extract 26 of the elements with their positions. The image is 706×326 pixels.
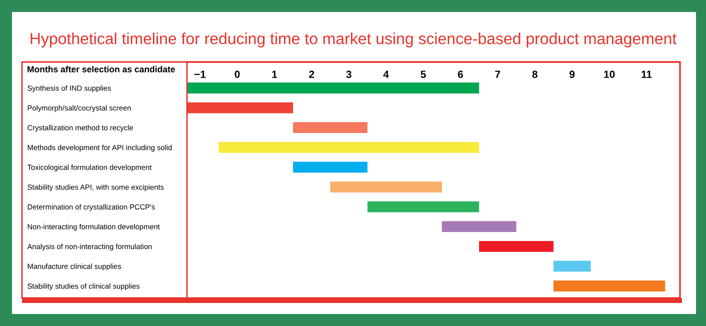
bar — [218, 142, 480, 153]
x-axis-title: Months after selection as candidate — [28, 66, 176, 72]
bar — [367, 201, 480, 212]
x-tick-label: 7 — [495, 70, 500, 78]
x-tick-label: 2 — [309, 70, 314, 78]
x-tick-label: −1 — [194, 70, 206, 78]
x-tick-label: 6 — [458, 70, 463, 78]
bar — [187, 82, 480, 94]
x-tick-label: 4 — [383, 70, 389, 78]
bar — [479, 240, 554, 252]
bar — [330, 182, 442, 192]
x-tick-label: 1 — [272, 70, 278, 78]
bar — [553, 280, 666, 292]
x-tick-label: 10 — [604, 70, 615, 78]
chart-title: Hypothetical timeline for reducing time to market using science-based product management — [30, 32, 677, 48]
bar — [442, 221, 516, 232]
x-tick-label: 0 — [234, 70, 240, 78]
bar — [293, 162, 368, 173]
x-tick-label: 3 — [346, 70, 352, 78]
x-tick-label: 11 — [642, 70, 652, 78]
x-tick-label: 9 — [570, 70, 575, 78]
x-tick-label: 5 — [420, 70, 426, 78]
bar — [553, 260, 591, 272]
bar — [293, 122, 368, 134]
x-tick-label: 8 — [532, 70, 538, 78]
bar — [187, 102, 294, 114]
